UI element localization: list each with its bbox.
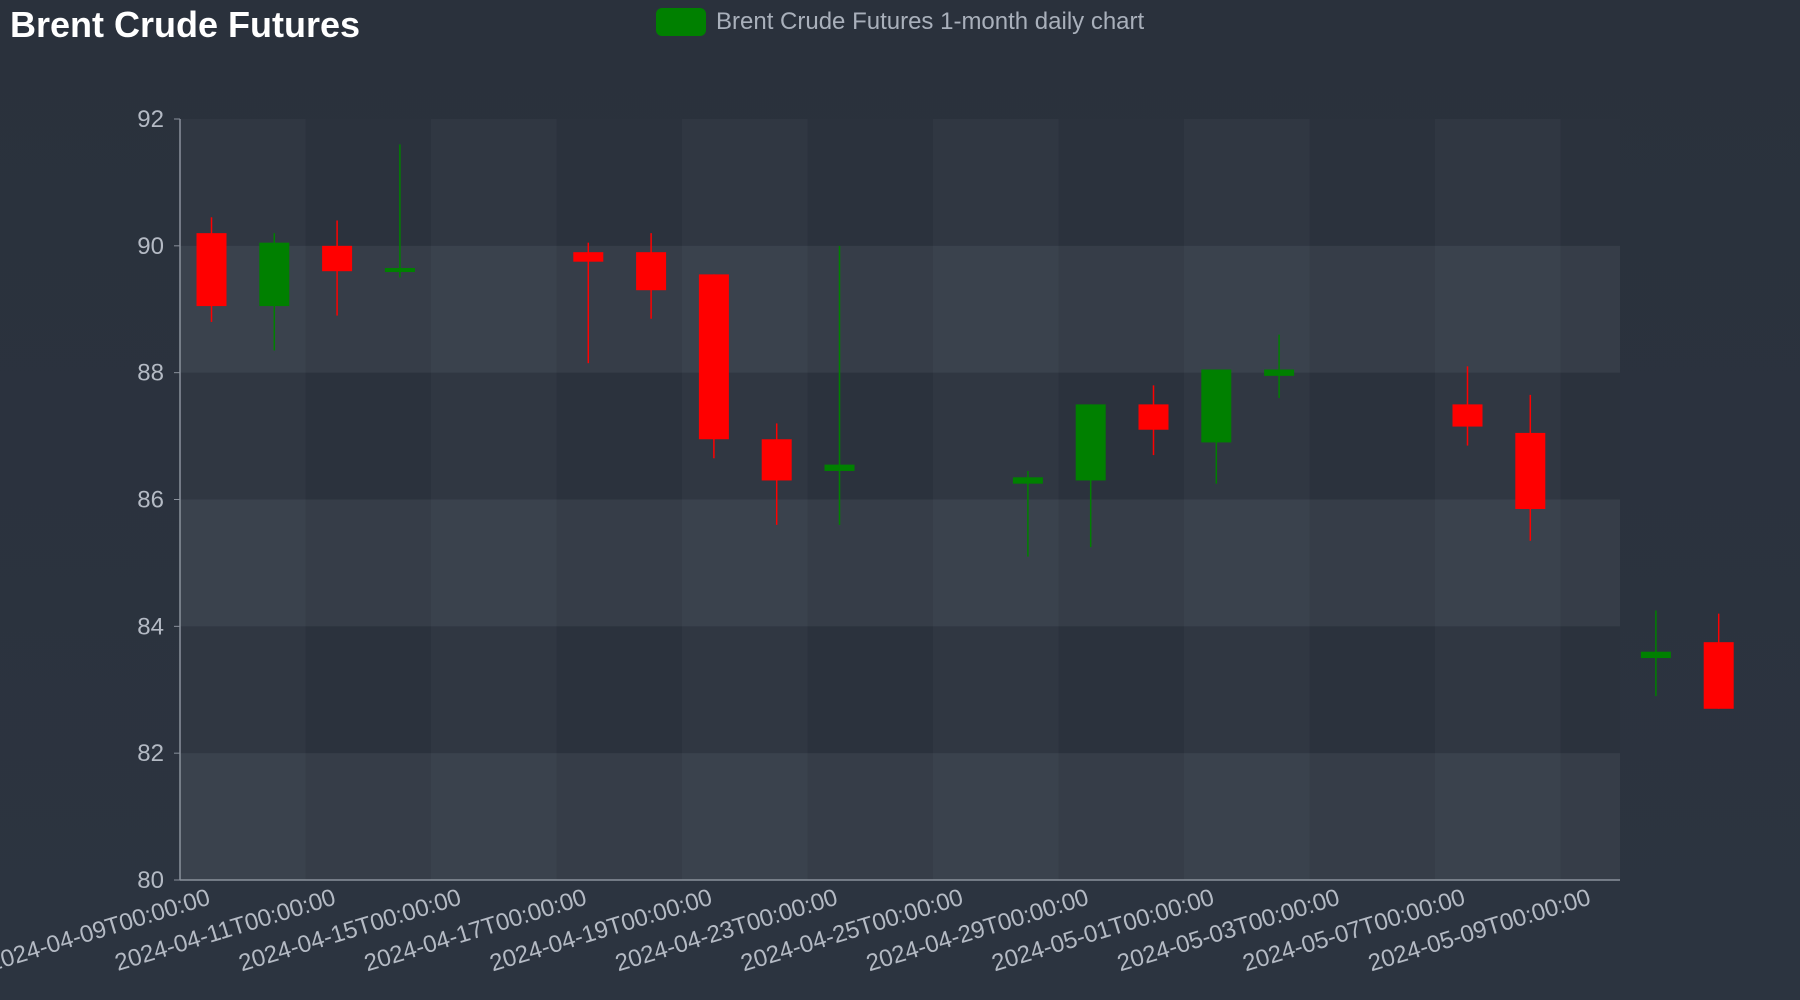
candle-body [1138,404,1169,430]
candle-body [259,242,290,307]
candle-body [761,439,792,481]
candle [259,233,290,351]
candle [1515,394,1546,541]
y-tick-label: 86 [137,487,164,514]
page-title: Brent Crude Futures [10,4,361,45]
candle-body [384,268,415,273]
plot-column-band [1309,119,1435,880]
candle [824,245,855,525]
candle [384,144,415,278]
plot-row-band [180,499,1620,627]
candle-body [636,252,667,291]
plot-row-band [180,245,1620,373]
candle [1640,610,1671,697]
plot-column-band [807,119,933,880]
plot-column-band [556,119,682,880]
candle [1703,613,1734,709]
candle [1075,404,1106,548]
plot-row-band [180,626,1620,754]
candle [1012,470,1043,557]
plot-column-band [1184,119,1310,880]
candle [761,423,792,525]
legend-swatch [656,8,706,36]
plot-background [180,119,1620,880]
candle-body [1515,432,1546,510]
candle [636,233,667,319]
candle [1264,334,1295,399]
candle-body [1703,642,1734,709]
plot-column-band [682,119,808,880]
candle-body [824,464,855,471]
y-tick-label: 82 [137,740,164,767]
candle-body [1264,369,1295,376]
plot-column-band [933,119,1059,880]
legend-label: Brent Crude Futures 1-month daily chart [716,8,1145,35]
candle [1452,366,1483,446]
candle-body [196,233,227,307]
plot-row-band [180,372,1620,500]
candle [573,242,604,364]
legend[interactable]: Brent Crude Futures 1-month daily chart [656,8,1144,36]
candles-group [196,144,1734,709]
candle [698,274,729,459]
plot-column-band [431,119,557,880]
candle-body [698,274,729,440]
y-tick-label: 84 [137,613,164,640]
candle [1138,385,1169,456]
y-tick-label: 80 [137,867,164,894]
y-tick-label: 92 [137,106,164,133]
candle [322,220,353,316]
candle-body [1640,651,1671,659]
candle [196,217,227,322]
candle-body [322,245,353,272]
plot-row-band [180,119,1620,246]
candle-body [1201,369,1232,443]
plot-row-band [180,753,1620,880]
y-tick-label: 88 [137,360,164,387]
candle-body [1452,404,1483,427]
y-tick-label: 90 [137,233,164,260]
candle-body [1075,404,1106,481]
candle [1201,369,1232,484]
candle-body [573,252,604,262]
plot-column-band [1058,119,1184,880]
candle-body [1012,477,1043,484]
plot-column-band [1560,119,1620,880]
